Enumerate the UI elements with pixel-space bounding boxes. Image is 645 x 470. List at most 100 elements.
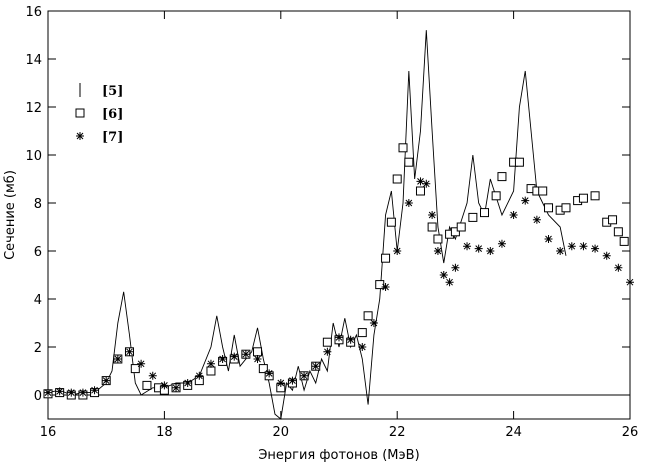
data-point	[218, 355, 227, 363]
data-point	[386, 217, 396, 227]
y-tick-label: 16	[25, 5, 42, 20]
data-point	[253, 347, 263, 357]
y-tick-label: 6	[34, 245, 42, 260]
data-point	[614, 263, 623, 272]
x-axis-label: Энергия фотонов (МэВ)	[258, 448, 419, 463]
y-tick-label: 2	[34, 341, 42, 356]
x-tick-label: 20	[273, 425, 290, 440]
data-point	[288, 376, 297, 385]
data-point	[142, 380, 152, 390]
data-point	[253, 355, 262, 363]
data-point	[556, 247, 565, 255]
data-point	[241, 350, 250, 359]
data-point	[404, 199, 413, 207]
data-point	[445, 278, 454, 287]
data-point	[422, 179, 431, 188]
data-point	[532, 215, 541, 224]
x-tick-label: 24	[505, 425, 522, 440]
data-point	[433, 247, 442, 255]
data-point	[415, 186, 425, 196]
data-point	[195, 371, 204, 380]
data-point	[357, 328, 367, 338]
data-point	[369, 319, 378, 327]
data-point	[363, 311, 373, 321]
data-point	[392, 174, 402, 184]
data-point	[626, 278, 634, 287]
data-point	[497, 239, 506, 248]
data-point	[55, 387, 64, 396]
data-point	[44, 388, 52, 397]
data-point	[398, 143, 408, 153]
data-point	[416, 177, 425, 186]
data-point	[619, 236, 629, 246]
data-point	[322, 337, 332, 347]
data-point	[346, 335, 355, 344]
legend-label: [7]	[102, 130, 123, 145]
data-point	[463, 242, 472, 251]
data-point	[602, 251, 611, 260]
data-point	[393, 247, 402, 255]
data-point	[561, 203, 571, 213]
legend-label: [6]	[102, 107, 123, 122]
data-point	[183, 379, 192, 387]
data-point	[468, 212, 478, 222]
data-point	[137, 359, 146, 368]
data-point	[381, 253, 391, 263]
data-point	[491, 191, 501, 201]
data-point	[486, 247, 495, 255]
data-point	[381, 283, 390, 291]
data-point	[591, 244, 600, 253]
data-point	[311, 362, 320, 371]
data-point	[172, 383, 181, 392]
y-tick-label: 14	[25, 53, 42, 68]
data-point	[404, 157, 414, 167]
data-point	[439, 271, 448, 279]
data-point	[265, 369, 274, 378]
data-point	[608, 215, 618, 225]
data-point	[544, 235, 553, 243]
data-point	[148, 371, 157, 380]
data-point	[450, 227, 460, 237]
data-point	[358, 343, 367, 351]
data-point	[160, 381, 169, 390]
data-point	[433, 234, 443, 244]
data-point	[90, 386, 99, 395]
x-tick-label: 16	[40, 425, 57, 440]
x-tick-label: 18	[156, 425, 173, 440]
data-point	[335, 333, 343, 342]
data-point	[451, 263, 460, 272]
data-point	[206, 359, 215, 368]
x-tick-label: 22	[389, 425, 406, 440]
data-point	[538, 186, 548, 196]
data-point	[578, 193, 588, 203]
plot-frame	[47, 10, 631, 420]
data-point	[276, 379, 285, 387]
data-point	[258, 364, 268, 374]
data-point	[509, 211, 518, 219]
data-point	[427, 222, 437, 232]
data-point	[300, 371, 309, 380]
legend-label: [5]	[102, 84, 123, 99]
data-point	[125, 347, 134, 356]
data-point	[230, 352, 239, 361]
series-line	[47, 30, 567, 420]
y-tick-label: 0	[34, 389, 42, 404]
data-point	[480, 208, 489, 218]
data-point	[78, 388, 87, 397]
legend-marker	[75, 108, 85, 118]
data-point	[456, 222, 466, 232]
data-point	[323, 347, 332, 356]
data-point	[113, 355, 122, 363]
data-point	[521, 196, 530, 205]
data-point	[544, 203, 554, 213]
y-tick-label: 8	[34, 197, 42, 212]
data-point	[579, 242, 588, 251]
x-tick-label: 26	[622, 425, 639, 440]
data-point	[130, 364, 140, 374]
data-point	[590, 191, 600, 201]
data-point	[514, 157, 524, 167]
y-tick-label: 10	[25, 149, 42, 164]
legend-marker	[76, 132, 84, 140]
data-point	[428, 211, 437, 219]
